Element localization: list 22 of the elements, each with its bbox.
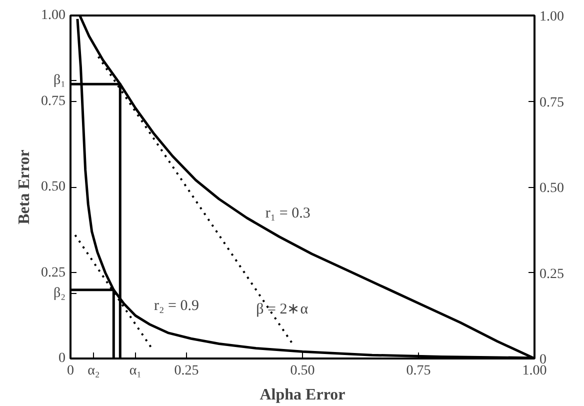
y-axis-title: Beta Error xyxy=(16,150,33,224)
series-label: r₁ = 0.3 xyxy=(265,205,310,222)
y2-tick-label: 0.50 xyxy=(540,181,564,196)
y-tick-label: 0.25 xyxy=(41,265,66,280)
y2-tick-label: 0.75 xyxy=(540,95,564,110)
y-tick-label: 1.00 xyxy=(41,8,66,23)
y-tick-label: 0.50 xyxy=(41,180,66,194)
y-tick-label: 0.75 xyxy=(41,94,66,109)
y-tick-label: β₁ xyxy=(53,73,66,88)
series-label: β = 2∗α xyxy=(256,301,308,318)
x-tick-label: 0.75 xyxy=(406,364,431,378)
y-tick-label: 0 xyxy=(58,351,66,366)
x-tick-label: α₂ xyxy=(88,364,100,378)
x-tick-label: 0.25 xyxy=(174,364,199,378)
y2-tick-label: 0.25 xyxy=(540,266,564,282)
y-tick-label: β₂ xyxy=(53,286,66,301)
x-tick-label: 1.00 xyxy=(522,364,547,378)
x-axis-title: Alpha Error xyxy=(260,386,346,404)
series-label: r₂ = 0.9 xyxy=(154,298,199,314)
y2-tick-label: 1.00 xyxy=(540,10,564,24)
x-tick-label: 0.50 xyxy=(290,364,315,378)
x-tick-label: α₁ xyxy=(129,364,142,378)
